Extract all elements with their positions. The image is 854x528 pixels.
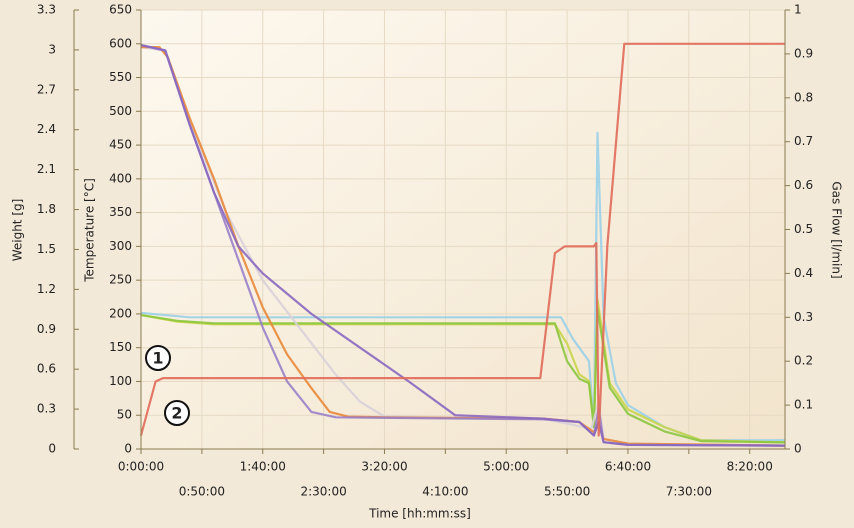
x-tick-label: 1:40:00 (240, 460, 286, 474)
x-tick-label: 5:50:00 (544, 485, 590, 499)
y2-axis-title: Gas Flow [l/min] (830, 181, 844, 278)
y3-tick-label: 0.9 (37, 322, 56, 336)
y-tick-label: 550 (109, 70, 132, 84)
y2-tick-label: 0 (794, 442, 802, 456)
y2-tick-label: 0.4 (794, 266, 813, 280)
y3-tick-label: 1.5 (37, 242, 56, 256)
plot-area (141, 10, 785, 449)
y3-tick-label: 1.2 (37, 282, 56, 296)
y2-tick-label: 0.8 (794, 90, 813, 104)
y3-tick-label: 1.8 (37, 202, 56, 216)
y3-tick-label: 2.7 (37, 82, 56, 96)
y-tick-label: 650 (109, 3, 132, 17)
y2-tick-label: 0.5 (794, 222, 813, 236)
y2-tick-label: 0.2 (794, 354, 813, 368)
y3-axis-title: Weight [g] (11, 199, 25, 262)
y3-tick-label: 3 (48, 42, 56, 56)
x-tick-label: 7:30:00 (666, 485, 712, 499)
y-tick-label: 300 (109, 239, 132, 253)
x-tick-label: 2:30:00 (300, 485, 346, 499)
x-tick-label: 6:40:00 (605, 460, 651, 474)
x-tick-label: 3:20:00 (361, 460, 407, 474)
annotation-circle (145, 345, 171, 371)
y2-tick-label: 1 (794, 3, 802, 17)
axes: 0501001502002503003504004505005506006500… (37, 3, 813, 499)
y3-tick-label: 0.6 (37, 362, 56, 376)
x-tick-label: 0:00:00 (118, 460, 164, 474)
y-tick-label: 450 (109, 138, 132, 152)
y-tick-label: 350 (109, 205, 132, 219)
annotation-circle (164, 400, 190, 426)
series-line (140, 44, 786, 447)
grid (140, 9, 785, 450)
y3-tick-label: 2.4 (37, 122, 56, 136)
y3-tick-label: 3.3 (37, 3, 56, 17)
y2-tick-label: 0.7 (794, 134, 813, 148)
y-tick-label: 150 (109, 340, 132, 354)
annotation: 2 (171, 404, 182, 423)
series-line (139, 42, 785, 437)
y-tick-label: 250 (109, 273, 132, 287)
y2-tick-label: 0.1 (794, 398, 813, 412)
y-tick-label: 0 (124, 442, 132, 456)
x-tick-label: 5:00:00 (483, 460, 529, 474)
y3-tick-label: 2.1 (37, 162, 56, 176)
y-tick-label: 200 (109, 306, 132, 320)
x-tick-label: 8:20:00 (727, 460, 773, 474)
y2-tick-label: 0.6 (794, 178, 813, 192)
y-tick-label: 400 (109, 171, 132, 185)
y-tick-label: 600 (109, 36, 132, 50)
x-tick-label: 0:50:00 (179, 485, 225, 499)
y3-tick-label: 0.3 (37, 402, 56, 416)
y2-tick-label: 0.3 (794, 310, 813, 324)
y-tick-label: 500 (109, 104, 132, 118)
x-axis-title: Time [hh:mm:ss] (368, 507, 471, 521)
y3-tick-label: 0 (48, 442, 56, 456)
x-tick-label: 4:10:00 (422, 485, 468, 499)
y-tick-label: 100 (109, 374, 132, 388)
series (139, 42, 786, 447)
annotation: 1 (152, 349, 163, 368)
y-tick-label: 50 (117, 408, 132, 422)
y2-tick-label: 0.9 (794, 46, 813, 60)
y-axis-title: Temperature [°C] (83, 178, 97, 283)
